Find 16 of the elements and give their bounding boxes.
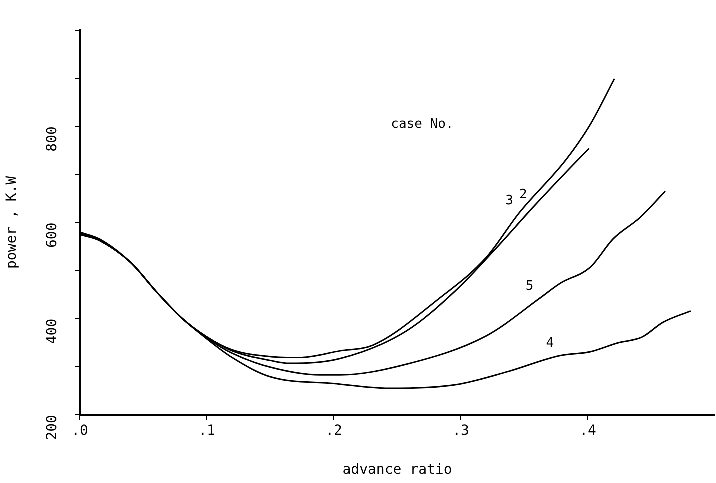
x-tick-label: .3 [452, 423, 470, 440]
y-tick-label: 400 [44, 318, 61, 344]
y-axis-title: power , K.W [4, 176, 20, 270]
y-tick-label: 200 [44, 415, 61, 440]
x-tick-label: .4 [580, 423, 596, 440]
x-tick-label: .2 [326, 423, 342, 440]
annotation: case No. [391, 117, 454, 132]
x-axis-title: advance ratio [342, 462, 452, 478]
annotation: 4 [546, 336, 554, 352]
x-tick-label: .0 [72, 423, 88, 440]
annotation: 3 [506, 193, 514, 208]
annotation: 5 [526, 279, 534, 294]
x-tick-label: .1 [198, 423, 216, 440]
y-tick-label: 600 [44, 222, 61, 248]
y-tick-label: 800 [44, 126, 61, 152]
annotation: 2 [520, 188, 528, 203]
